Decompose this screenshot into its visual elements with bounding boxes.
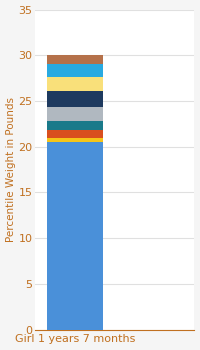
Y-axis label: Percentile Weight in Pounds: Percentile Weight in Pounds [6, 97, 16, 242]
Bar [47, 77, 103, 91]
Bar [47, 91, 103, 107]
Bar [47, 107, 103, 121]
Bar [47, 63, 103, 77]
Bar [47, 121, 103, 130]
Bar [47, 138, 103, 142]
Bar [47, 130, 103, 138]
Bar [47, 142, 103, 330]
Bar [47, 55, 103, 63]
